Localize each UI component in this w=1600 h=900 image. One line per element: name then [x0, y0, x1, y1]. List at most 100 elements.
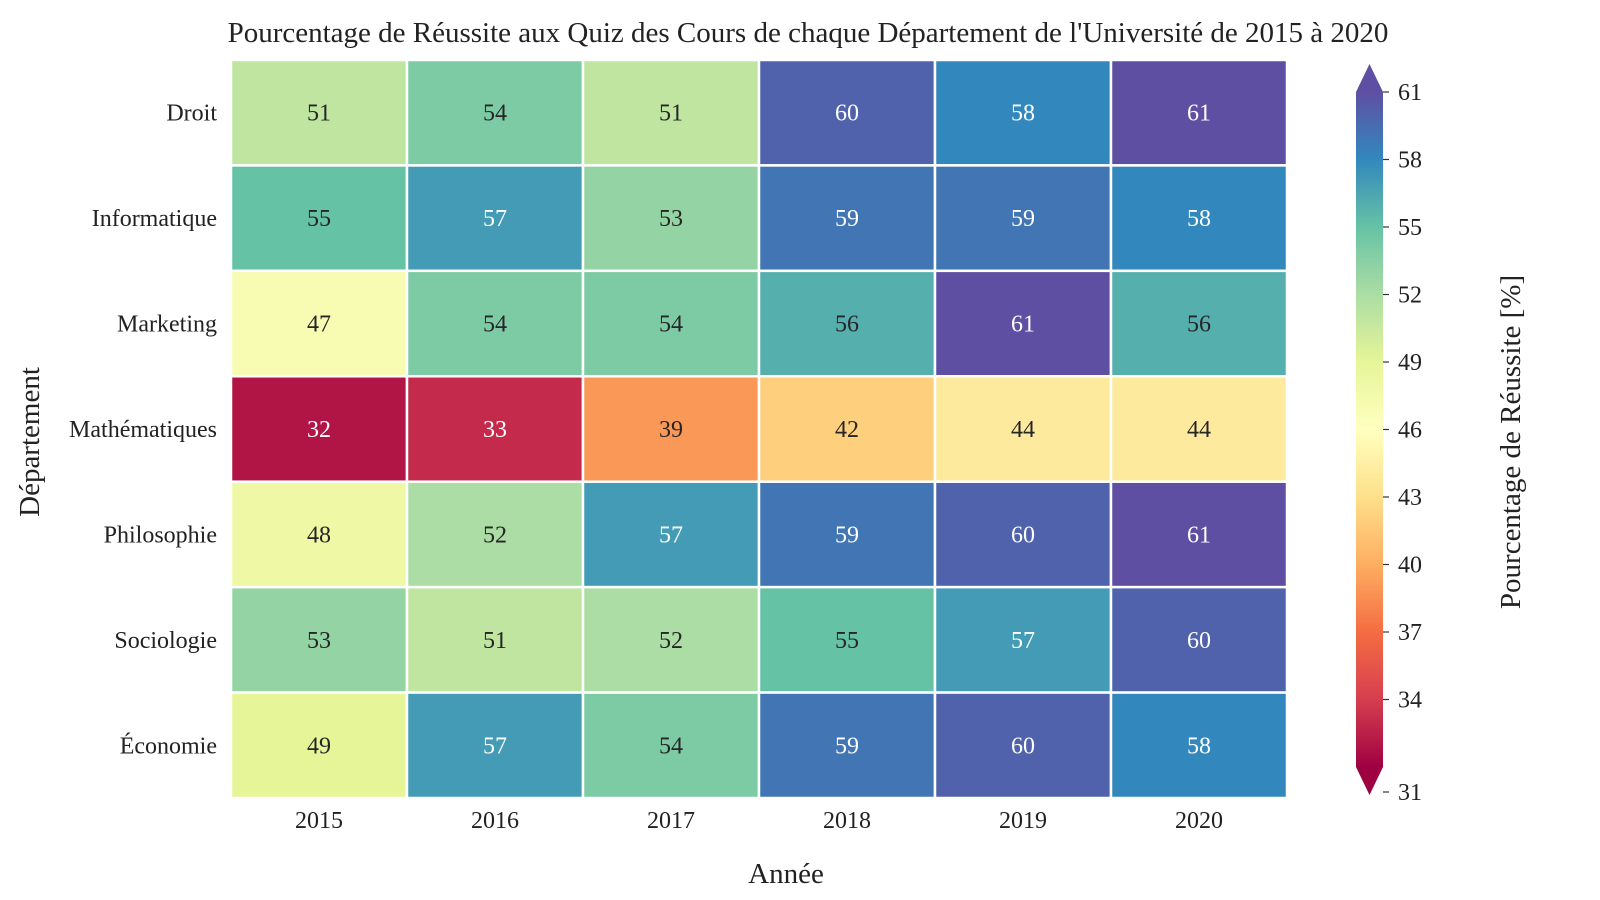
chart-title: Pourcentage de Réussite aux Quiz des Cou… — [228, 17, 1389, 49]
colorbar-label: Pourcentage de Réussite [%] — [1495, 275, 1527, 609]
heatmap-cell — [229, 58, 409, 167]
y-axis-ticks: Droit Informatique Marketing Mathématiques P… — [69, 101, 217, 760]
x-tick-label: 2019 — [999, 808, 1047, 834]
cell-value-label: 51 — [307, 101, 331, 127]
cell-value-label: 61 — [1187, 522, 1211, 548]
cell-value-label: 53 — [307, 628, 331, 654]
cell-value-label: 54 — [483, 312, 507, 338]
cell-value-label: 51 — [659, 101, 683, 127]
cell-value-label: 54 — [659, 312, 683, 338]
cell-value-label: 57 — [483, 206, 507, 232]
colorbar-tick-label: 40 — [1398, 553, 1422, 579]
heatmap-cell — [405, 691, 585, 800]
cell-value-label: 59 — [835, 522, 859, 548]
heatmap-cell — [405, 164, 585, 273]
cell-value-label: 54 — [659, 733, 683, 759]
heatmap-cell — [933, 691, 1113, 800]
cell-value-label: 49 — [307, 733, 331, 759]
colorbar-tick-label: 61 — [1398, 80, 1422, 106]
heatmap-cell — [229, 585, 409, 694]
cell-value-label: 44 — [1187, 417, 1211, 443]
cell-value-label: 53 — [659, 206, 683, 232]
cell-value-label: 32 — [307, 417, 331, 443]
cell-value-label: 33 — [483, 417, 507, 443]
colorbar-tick-label: 46 — [1398, 418, 1422, 444]
x-tick-label: 2018 — [823, 808, 871, 834]
heatmap-cell — [581, 375, 761, 483]
cell-value-label: 51 — [483, 628, 507, 654]
y-tick-label: Mathématiques — [69, 417, 217, 443]
cell-value-label: 54 — [483, 101, 507, 127]
heatmap-cell — [757, 375, 937, 483]
y-tick-label: Marketing — [117, 312, 217, 338]
heatmap-cell — [933, 375, 1113, 483]
colorbar-tick-label: 58 — [1398, 148, 1422, 174]
cell-value-label: 59 — [835, 733, 859, 759]
cell-value-label: 56 — [835, 312, 859, 338]
heatmap-cell — [933, 480, 1113, 589]
colorbar-tick-label: 34 — [1398, 688, 1422, 714]
y-axis-label: Département — [14, 367, 46, 517]
cell-value-label: 57 — [483, 733, 507, 759]
cell-value-label: 57 — [1011, 628, 1035, 654]
heatmap-cell — [1109, 269, 1289, 378]
colorbar-ticks: 31 34 37 40 43 46 49 52 55 58 61 — [1383, 80, 1422, 806]
cell-value-label: 57 — [659, 522, 683, 548]
cell-value-label: 59 — [835, 206, 859, 232]
y-tick-label: Droit — [166, 101, 217, 127]
cell-value-label: 42 — [835, 417, 859, 443]
heatmap-cell — [229, 375, 409, 483]
cell-value-label: 52 — [659, 628, 683, 654]
colorbar-tick-label: 31 — [1398, 780, 1422, 806]
heatmap-cell — [1109, 375, 1289, 483]
cell-value-label: 47 — [307, 312, 331, 338]
heatmap-cell — [581, 58, 761, 167]
heatmap-cell — [229, 691, 409, 800]
colorbar-tick-label: 43 — [1398, 485, 1422, 511]
cell-value-label: 39 — [659, 417, 683, 443]
cell-value-label: 61 — [1011, 312, 1035, 338]
heatmap-cell — [757, 691, 937, 800]
y-tick-label: Sociologie — [114, 628, 217, 654]
x-tick-label: 2015 — [295, 808, 343, 834]
heatmap-cell — [405, 375, 585, 483]
colorbar-gradient — [1356, 92, 1383, 767]
cell-value-label: 55 — [307, 206, 331, 232]
x-axis-label: Année — [748, 858, 824, 890]
y-tick-label: Informatique — [92, 206, 217, 232]
heatmap-cell — [1109, 480, 1289, 589]
x-tick-label: 2017 — [647, 808, 695, 834]
cell-value-label: 60 — [1011, 733, 1035, 759]
cell-value-label: 58 — [1011, 101, 1035, 127]
cell-value-label: 58 — [1187, 206, 1211, 232]
cell-value-label: 55 — [835, 628, 859, 654]
cell-value-label: 44 — [1011, 417, 1035, 443]
cell-value-label: 48 — [307, 522, 331, 548]
cell-value-label: 58 — [1187, 733, 1211, 759]
heatmap-cell — [405, 269, 585, 378]
heatmap-cell — [757, 269, 937, 378]
cell-value-label: 61 — [1187, 101, 1211, 127]
heatmap-cell — [1109, 164, 1289, 273]
cell-value-label: 60 — [835, 101, 859, 127]
cell-value-label: 56 — [1187, 312, 1211, 338]
heatmap-cell — [1109, 58, 1289, 167]
colorbar-tick-label: 49 — [1398, 350, 1422, 376]
heatmap-cell — [581, 480, 761, 589]
x-axis-ticks: 2015 2016 2017 2018 2019 2020 — [295, 808, 1223, 834]
heatmap-cell — [229, 480, 409, 589]
heatmap-cell — [933, 269, 1113, 378]
x-tick-label: 2016 — [471, 808, 519, 834]
cell-value-label: 60 — [1187, 628, 1211, 654]
cell-value-label: 52 — [483, 522, 507, 548]
cell-value-label: 60 — [1011, 522, 1035, 548]
colorbar-max-extension — [1356, 64, 1383, 92]
colorbar: 31 34 37 40 43 46 49 52 55 58 61 — [1356, 64, 1422, 806]
heatmap-cell — [757, 480, 937, 589]
heatmap-cells: 51 54 51 60 58 61 55 57 53 59 59 58 47 54 54 56 61 56 32 33… — [229, 58, 1289, 800]
colorbar-tick-label: 37 — [1398, 620, 1422, 646]
heatmap-cell — [757, 164, 937, 273]
cell-value-label: 59 — [1011, 206, 1035, 232]
heatmap-cell — [1109, 585, 1289, 694]
